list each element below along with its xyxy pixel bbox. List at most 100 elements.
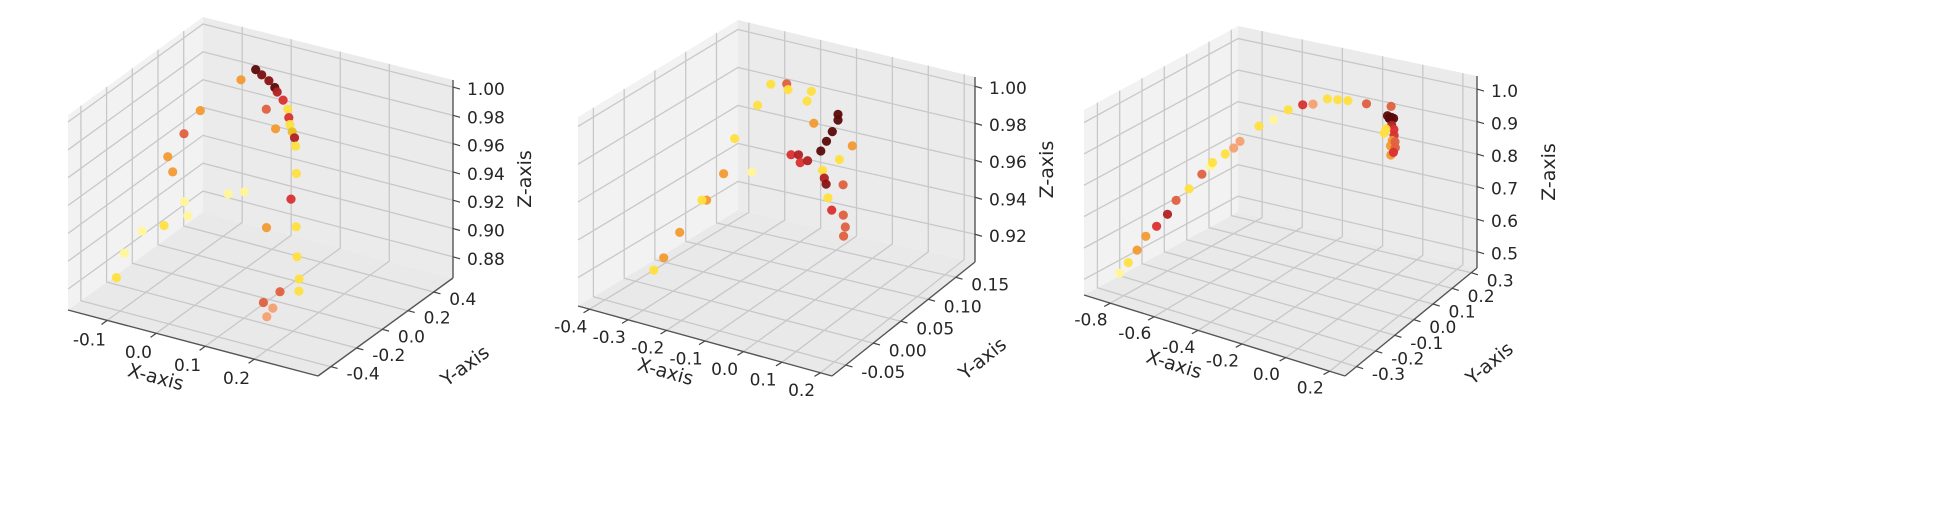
data-point	[730, 133, 740, 144]
y-tick-label: -0.05	[861, 363, 905, 383]
z-tick-label: 0.98	[989, 116, 1027, 136]
data-point	[1361, 99, 1372, 109]
data-point	[179, 197, 189, 207]
z-tick-mark	[452, 227, 461, 232]
z-tick-label: 0.9	[1491, 115, 1518, 135]
floor-pane	[578, 210, 975, 376]
z-tick-mark	[1476, 120, 1485, 125]
data-point	[1229, 143, 1239, 153]
data-point	[806, 86, 816, 96]
data-point	[251, 65, 261, 75]
data-point	[838, 210, 848, 220]
x-tick-mark	[101, 319, 108, 325]
z-tick-label: 1.0	[1491, 82, 1518, 102]
data-point	[802, 96, 812, 106]
y-axis-line	[1344, 267, 1478, 377]
data-point	[179, 129, 189, 139]
x-tick-mark	[150, 332, 157, 338]
z-tick-label: 0.96	[467, 137, 505, 157]
y-tick-label: 0.0	[1429, 318, 1456, 338]
x-tick-label: -0.6	[1118, 324, 1151, 344]
data-point	[1152, 221, 1162, 231]
data-point	[821, 136, 832, 146]
z-tick-label: 1.00	[989, 79, 1027, 99]
y-tick-mark	[1471, 272, 1479, 276]
data-point	[257, 70, 267, 80]
data-point	[239, 187, 249, 197]
data-point	[1269, 115, 1279, 125]
x-tick-mark	[660, 329, 667, 335]
x-tick-label: -0.1	[73, 330, 106, 350]
data-point	[261, 223, 272, 233]
scatter3d-panel-2: -0.4-0.3-0.2-0.10.00.10.2-0.050.000.050.…	[554, 20, 1058, 401]
data-point	[809, 118, 819, 128]
y-tick-label: 0.2	[1468, 287, 1495, 307]
y-tick-mark	[900, 320, 908, 324]
data-point	[195, 106, 205, 116]
y-tick-mark	[1394, 334, 1402, 338]
z-tick-mark	[1476, 251, 1485, 255]
y-tick-label: 0.1	[1449, 303, 1476, 323]
data-point	[1308, 99, 1318, 109]
back-pane	[1238, 26, 1477, 268]
y-tick-label: 0.2	[424, 309, 451, 329]
x-tick-mark	[698, 340, 706, 346]
x-tick-mark	[1323, 370, 1330, 376]
data-point	[1235, 136, 1245, 146]
x-tick-label: -0.2	[1206, 351, 1239, 371]
z-tick-label: 0.7	[1491, 180, 1518, 200]
z-tick-label: 0.88	[467, 250, 505, 270]
x-tick-label: -0.8	[1074, 311, 1107, 331]
z-tick-mark	[1476, 186, 1485, 190]
z-tick-label: 0.8	[1491, 147, 1518, 167]
data-point	[1132, 245, 1142, 255]
y-tick-mark	[1413, 319, 1421, 323]
data-point	[1298, 100, 1308, 110]
z-tick-label: 0.92	[467, 193, 505, 213]
data-point	[827, 205, 837, 215]
z-axis-label: Z-axis	[1538, 143, 1560, 201]
y-tick-mark	[1356, 366, 1364, 370]
data-point	[847, 141, 857, 151]
data-point	[833, 115, 843, 125]
y-tick-mark	[1451, 287, 1459, 291]
data-point	[1123, 258, 1133, 268]
y-tick-mark	[382, 328, 390, 332]
x-axis-line	[67, 309, 319, 377]
z-tick-mark	[452, 143, 461, 147]
data-point	[159, 220, 169, 231]
z-tick-mark	[1476, 218, 1485, 222]
data-point	[1333, 95, 1343, 105]
z-tick-mark	[1476, 88, 1485, 92]
z-tick-mark	[452, 171, 461, 175]
z-tick-mark	[974, 85, 983, 89]
grid-lines	[577, 22, 976, 374]
z-tick-mark	[974, 196, 983, 200]
data-point	[271, 124, 281, 134]
z-tick-label: 0.5	[1491, 245, 1518, 265]
data-point	[1171, 195, 1181, 205]
data-point	[137, 226, 147, 236]
y-axis-line	[317, 277, 454, 377]
x-tick-mark	[1235, 343, 1243, 348]
data-point	[1220, 149, 1230, 159]
data-point	[1115, 268, 1125, 278]
data-point	[649, 265, 659, 275]
data-point	[1388, 147, 1398, 157]
x-tick-mark	[199, 345, 206, 351]
data-point	[286, 194, 296, 204]
data-point	[284, 113, 294, 123]
y-tick-label: 0.15	[971, 276, 1009, 296]
data-point	[816, 146, 826, 156]
data-point	[827, 127, 837, 137]
scatter3d-panel-3: -0.8-0.6-0.4-0.20.00.2-0.3-0.2-0.10.00.1…	[1074, 26, 1560, 399]
z-tick-mark	[974, 159, 983, 163]
data-point	[294, 274, 304, 284]
z-tick-label: 0.90	[467, 222, 505, 242]
data-point	[1184, 184, 1194, 194]
y-tick-label: 0.10	[944, 298, 982, 318]
data-point	[291, 222, 301, 232]
x-tick-label: 0.2	[223, 369, 250, 389]
data-point	[1322, 94, 1332, 104]
y-tick-mark	[433, 291, 441, 295]
